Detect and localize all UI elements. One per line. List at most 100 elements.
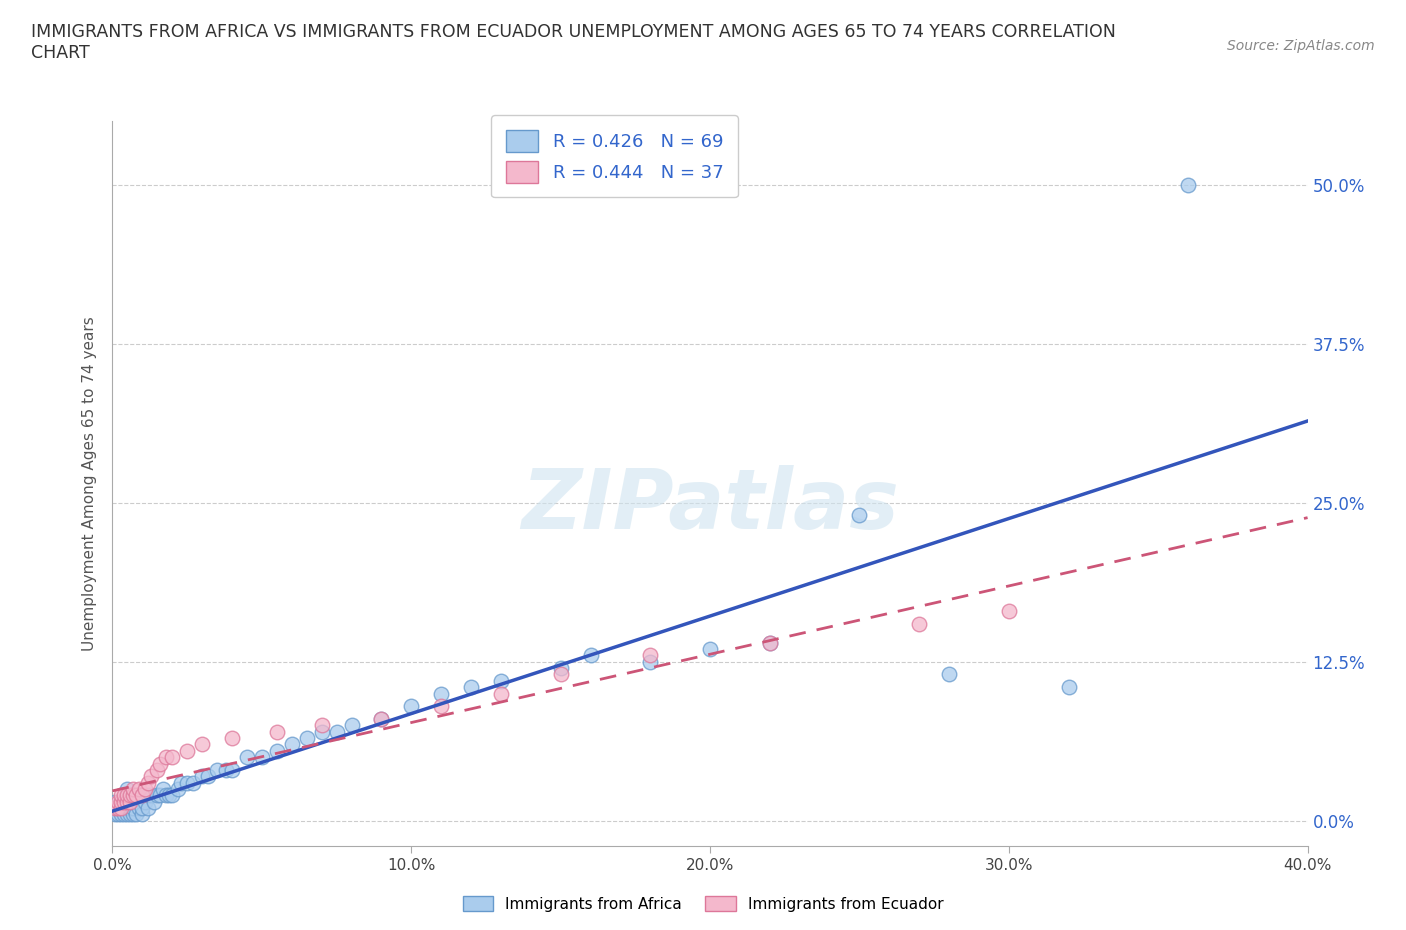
Point bbox=[131, 788, 153, 803]
Point bbox=[110, 807, 132, 822]
Point bbox=[236, 750, 259, 764]
Point bbox=[176, 776, 198, 790]
Point bbox=[110, 788, 132, 803]
Y-axis label: Unemployment Among Ages 65 to 74 years: Unemployment Among Ages 65 to 74 years bbox=[82, 316, 97, 651]
Point bbox=[110, 794, 132, 809]
Point bbox=[640, 648, 662, 663]
Point bbox=[181, 776, 204, 790]
Point bbox=[107, 807, 129, 822]
Point bbox=[370, 711, 392, 726]
Point bbox=[311, 724, 333, 739]
Point bbox=[114, 794, 135, 809]
Point bbox=[122, 788, 145, 803]
Point bbox=[489, 673, 512, 688]
Text: ZIPatlas: ZIPatlas bbox=[522, 465, 898, 546]
Point bbox=[699, 642, 721, 657]
Point bbox=[998, 604, 1021, 618]
Point bbox=[114, 788, 135, 803]
Text: IMMIGRANTS FROM AFRICA VS IMMIGRANTS FROM ECUADOR UNEMPLOYMENT AMONG AGES 65 TO : IMMIGRANTS FROM AFRICA VS IMMIGRANTS FRO… bbox=[31, 23, 1116, 62]
Point bbox=[759, 635, 782, 650]
Point bbox=[266, 724, 288, 739]
Point bbox=[250, 750, 273, 764]
Point bbox=[131, 807, 153, 822]
Point bbox=[117, 794, 139, 809]
Point bbox=[120, 788, 142, 803]
Point bbox=[138, 801, 160, 816]
Point bbox=[295, 731, 318, 746]
Point bbox=[221, 763, 243, 777]
Text: Source: ZipAtlas.com: Source: ZipAtlas.com bbox=[1227, 39, 1375, 53]
Point bbox=[266, 743, 288, 758]
Point bbox=[938, 667, 960, 682]
Point bbox=[162, 788, 183, 803]
Point bbox=[138, 788, 160, 803]
Point bbox=[120, 794, 142, 809]
Point bbox=[162, 750, 183, 764]
Point bbox=[221, 731, 243, 746]
Point bbox=[138, 776, 160, 790]
Point bbox=[110, 794, 132, 809]
Point bbox=[176, 743, 198, 758]
Point bbox=[146, 763, 169, 777]
Point bbox=[191, 769, 214, 784]
Point bbox=[759, 635, 782, 650]
Point bbox=[1177, 177, 1199, 192]
Point bbox=[131, 788, 153, 803]
Point bbox=[640, 655, 662, 670]
Point bbox=[104, 801, 127, 816]
Point bbox=[340, 718, 363, 733]
Point bbox=[908, 617, 931, 631]
Point bbox=[143, 794, 166, 809]
Point bbox=[149, 756, 172, 771]
Point bbox=[215, 763, 238, 777]
Point bbox=[117, 807, 139, 822]
Point bbox=[157, 788, 180, 803]
Point bbox=[122, 788, 145, 803]
Point bbox=[401, 698, 423, 713]
Point bbox=[114, 807, 135, 822]
Point bbox=[125, 794, 148, 809]
Point bbox=[146, 788, 169, 803]
Point bbox=[128, 781, 150, 796]
Point bbox=[205, 763, 228, 777]
Point bbox=[152, 781, 174, 796]
Point bbox=[107, 794, 129, 809]
Point bbox=[117, 794, 139, 809]
Point bbox=[489, 686, 512, 701]
Point bbox=[579, 648, 602, 663]
Point bbox=[550, 667, 572, 682]
Point bbox=[311, 718, 333, 733]
Point bbox=[107, 801, 129, 816]
Point bbox=[122, 801, 145, 816]
Point bbox=[848, 508, 870, 523]
Point bbox=[141, 788, 163, 803]
Point bbox=[110, 801, 132, 816]
Point bbox=[155, 788, 177, 803]
Point bbox=[1057, 680, 1080, 695]
Point bbox=[122, 807, 145, 822]
Point bbox=[430, 686, 453, 701]
Point bbox=[197, 769, 219, 784]
Point bbox=[120, 801, 142, 816]
Point bbox=[134, 794, 156, 809]
Point bbox=[134, 781, 156, 796]
Point bbox=[131, 801, 153, 816]
Point bbox=[191, 737, 214, 752]
Point bbox=[460, 680, 482, 695]
Point bbox=[104, 794, 127, 809]
Point bbox=[114, 794, 135, 809]
Point bbox=[430, 698, 453, 713]
Point bbox=[125, 788, 148, 803]
Point bbox=[122, 781, 145, 796]
Legend: Immigrants from Africa, Immigrants from Ecuador: Immigrants from Africa, Immigrants from … bbox=[457, 889, 949, 918]
Point bbox=[149, 788, 172, 803]
Point bbox=[117, 801, 139, 816]
Point bbox=[281, 737, 304, 752]
Point bbox=[128, 788, 150, 803]
Point bbox=[120, 807, 142, 822]
Point bbox=[104, 807, 127, 822]
Point bbox=[170, 776, 193, 790]
Legend: R = 0.426   N = 69, R = 0.444   N = 37: R = 0.426 N = 69, R = 0.444 N = 37 bbox=[491, 115, 738, 197]
Point bbox=[125, 807, 148, 822]
Point bbox=[167, 781, 190, 796]
